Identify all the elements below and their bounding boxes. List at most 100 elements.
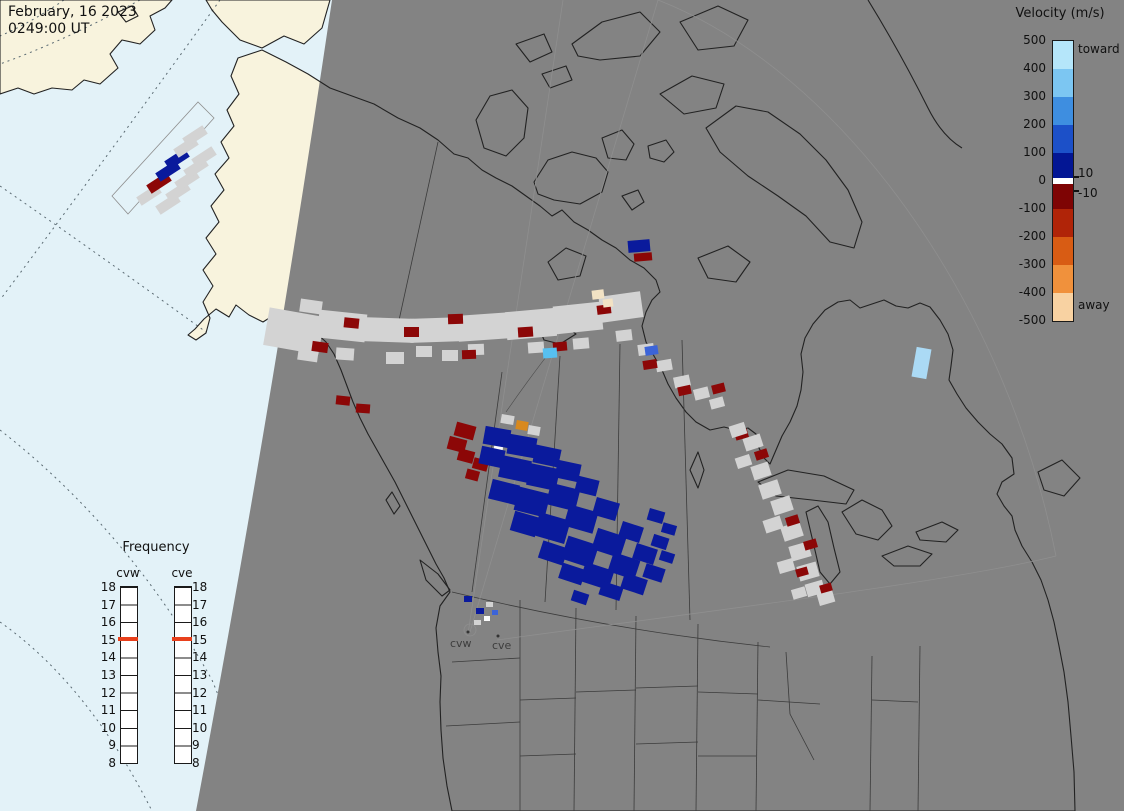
frequency-marker [172, 636, 192, 641]
velocity-cell [482, 425, 512, 449]
velocity-cell [386, 352, 404, 364]
geomagnetic-graticule [0, 0, 253, 811]
velocity-cell [692, 386, 711, 401]
velocity-cell [517, 326, 534, 338]
frequency-tick-label: 9 [108, 738, 116, 753]
frequency-tick-label: 12 [100, 685, 116, 700]
velocity-colorbar-segment [1053, 125, 1073, 153]
velocity-cell [506, 433, 538, 459]
velocity-cell [602, 298, 614, 308]
velocity-cell [642, 358, 658, 371]
velocity-cell [527, 341, 545, 354]
frequency-column-label-cvw: cvw [116, 566, 140, 580]
velocity-colorbar-segment [1053, 153, 1073, 178]
velocity-cell [795, 566, 809, 578]
night-terminator-region [196, 0, 1124, 811]
frequency-tick-label: 9 [192, 738, 200, 753]
velocity-colorbar-segment [1053, 293, 1073, 321]
velocity-cell [533, 512, 571, 544]
velocity-inner-tick-neg: -10 [1078, 186, 1098, 200]
velocity-tick-label: 500 [1023, 33, 1046, 47]
velocity-cell [416, 346, 432, 357]
velocity-cell [591, 497, 621, 521]
frequency-tick-label: 10 [192, 720, 208, 735]
frequency-tick-label: 8 [192, 756, 200, 770]
frequency-tick-label: 12 [192, 685, 208, 700]
velocity-cell [561, 535, 599, 569]
frequency-tick-label: 10 [100, 720, 116, 735]
frequency-tick-label: 15 [100, 632, 116, 647]
velocity-cell [776, 558, 796, 574]
velocity-cell [355, 403, 371, 414]
velocity-cell [311, 340, 329, 354]
velocity-cell [537, 540, 569, 566]
radar-label-cve: cve [492, 639, 512, 652]
velocity-cell [486, 602, 493, 607]
velocity-cell [633, 252, 653, 262]
velocity-cell [708, 396, 726, 410]
velocity-cell [804, 579, 826, 598]
velocity-cell [464, 468, 481, 482]
velocity-tick-label: -300 [1018, 257, 1046, 271]
velocity-cell [819, 582, 833, 594]
velocity-tick-label: 300 [1023, 89, 1046, 103]
frequency-tick-label: 13 [192, 668, 208, 682]
timestamp-time: 0249:00 UT [8, 21, 90, 37]
velocity-cell [182, 125, 208, 147]
velocity-cell [515, 420, 529, 431]
velocity-cell [658, 550, 676, 564]
velocity-cell [615, 329, 633, 342]
frequency-tick-label: 17 [100, 597, 116, 612]
velocity-cell [504, 307, 558, 341]
frequency-tick-label: 14 [100, 650, 116, 665]
velocity-away-label: away [1078, 298, 1110, 312]
velocity-cell [790, 586, 808, 600]
velocity-cell [558, 562, 586, 586]
velocity-colorbar-segment [1053, 97, 1073, 125]
velocity-colorbar-segment [1053, 184, 1073, 209]
velocity-cell [545, 482, 581, 512]
velocity-cell [461, 349, 477, 360]
political-borders [395, 141, 921, 811]
velocity-toward-label: toward [1078, 42, 1120, 56]
frequency-tick-label: 18 [192, 580, 208, 594]
velocity-cell [335, 395, 351, 406]
velocity-cell [784, 514, 801, 527]
velocity-cell [673, 374, 691, 389]
velocity-inner-tick-pos: 10 [1078, 166, 1094, 180]
velocity-cell [911, 346, 932, 380]
velocity-cell [770, 495, 794, 516]
frequency-bar-cve [174, 586, 192, 764]
velocity-cell [492, 610, 498, 615]
velocity-cell [803, 538, 818, 551]
frequency-legend: Frequency cvw cve 18 17 16 15 14 13 12 11 10 9 8 1… [96, 540, 216, 772]
velocity-cell [404, 327, 419, 337]
velocity-cell [316, 309, 368, 343]
velocity-cell [509, 510, 541, 538]
frequency-tick-label: 16 [100, 615, 116, 630]
velocity-cell [753, 448, 770, 461]
frequency-legend-title: Frequency [122, 540, 190, 555]
velocity-cell [750, 461, 772, 481]
velocity-cell [335, 347, 355, 361]
velocity-cell [542, 347, 558, 359]
velocity-cell [780, 521, 804, 542]
velocity-colorbar-segment [1053, 265, 1073, 293]
velocity-cell [513, 486, 551, 518]
velocity-cell [711, 382, 726, 395]
velocity-cell [563, 504, 599, 534]
velocity-inner-tickmark-pos [1074, 176, 1079, 178]
velocity-cell [728, 421, 748, 439]
velocity-cell [453, 421, 477, 441]
velocity-cell [734, 453, 753, 470]
velocity-legend: Velocity (m/s) 500 400 300 200 100 0 -100 -200 -… [996, 6, 1124, 346]
velocity-cell [532, 444, 562, 468]
velocity-cell [758, 479, 782, 500]
velocity-tick-label: 400 [1023, 61, 1046, 75]
velocity-colorbar-segment [1053, 209, 1073, 237]
frequency-bar-cvw [120, 586, 138, 764]
frequency-tick-label: 16 [192, 615, 208, 630]
velocity-tick-label: -400 [1018, 285, 1046, 299]
frequency-marker [118, 636, 138, 641]
velocity-cells-layer [136, 125, 932, 625]
